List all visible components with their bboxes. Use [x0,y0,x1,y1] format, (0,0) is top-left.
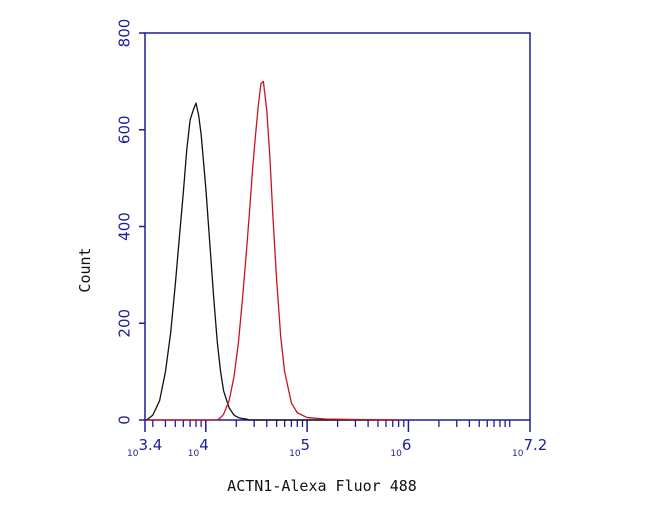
histogram-line [146,102,399,421]
x-tick-exponent: 4 [199,436,209,454]
x-tick-exponent: 5 [301,436,311,454]
x-axis-title: ACTN1-Alexa Fluor 488 [227,477,417,495]
x-tick-base: 10 [390,449,402,459]
x-tick-label: 106 [390,436,411,459]
y-tick-label: 200 [116,309,134,338]
y-tick-label: 400 [116,212,134,241]
x-tick-label: 105 [289,436,310,459]
y-tick-label: 0 [116,415,134,425]
plot-frame [144,32,531,421]
x-tick-exponent: 6 [402,436,412,454]
x-tick-base: 10 [289,449,301,459]
x-tick-base: 10 [127,449,139,459]
x-tick-label: 104 [188,436,209,459]
y-tick-label: 800 [116,19,134,48]
x-tick-exponent: 7.2 [523,436,547,454]
histogram-line [146,80,399,421]
x-tick-base: 10 [512,449,524,459]
x-tick-label: 107.2 [512,436,547,459]
y-axis-title: Count [76,247,94,292]
x-tick-base: 10 [188,449,200,459]
x-tick-label: 103.4 [127,436,162,459]
y-tick-label: 600 [116,115,134,144]
x-tick-exponent: 3.4 [138,436,162,454]
